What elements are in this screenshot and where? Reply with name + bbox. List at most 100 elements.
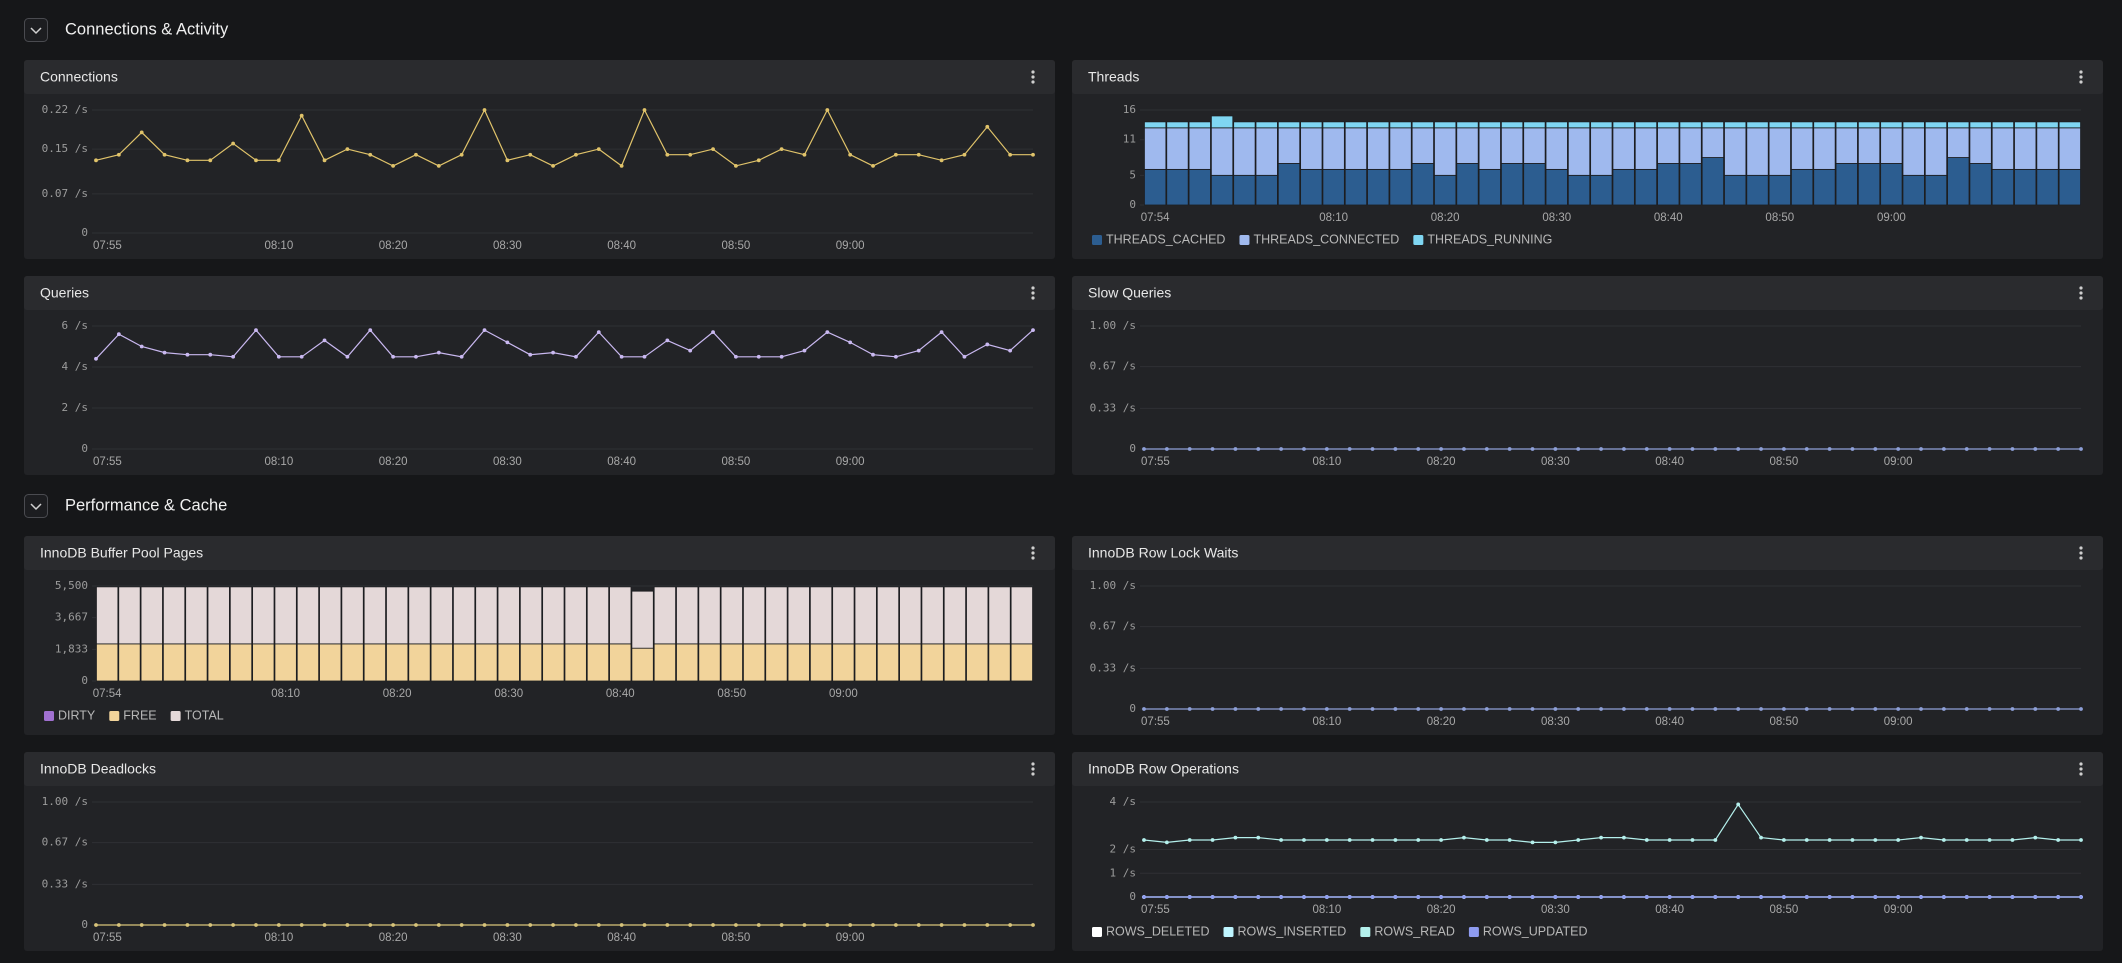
x-tick-label: 08:50 — [1770, 716, 1799, 728]
bar-segment — [720, 643, 743, 682]
bar-segment — [1367, 127, 1390, 170]
data-point — [756, 354, 761, 359]
bar-segment — [1813, 127, 1836, 170]
data-point — [985, 923, 990, 927]
data-point — [185, 158, 190, 163]
legend-label[interactable]: THREADS_CACHED — [1106, 232, 1225, 246]
bar-segment — [1411, 121, 1434, 129]
data-point — [1370, 707, 1375, 711]
legend-label[interactable]: ROWS_UPDATED — [1483, 924, 1588, 938]
panel-menu[interactable] — [1031, 546, 1035, 560]
panel-menu[interactable] — [1031, 762, 1035, 776]
bar-segment — [252, 643, 275, 682]
y-tick-label: 11 — [1123, 133, 1136, 146]
legend-swatch — [1413, 235, 1424, 245]
data-point — [231, 354, 236, 359]
data-point — [276, 158, 281, 163]
x-tick-label: 09:00 — [829, 688, 858, 700]
data-point — [825, 923, 830, 927]
legend-swatch — [109, 711, 120, 721]
data-point — [1142, 895, 1146, 899]
bar-segment — [1991, 127, 2015, 170]
data-point — [2033, 895, 2038, 899]
bar-segment — [1991, 121, 2015, 129]
bar-segment — [296, 586, 320, 645]
x-tick-label: 08:50 — [1765, 212, 1794, 224]
data-point — [711, 330, 715, 335]
collapse-button[interactable] — [24, 18, 48, 42]
data-point — [1233, 707, 1238, 711]
data-point — [1142, 838, 1146, 842]
bar-segment — [1634, 127, 1658, 170]
menu-dot — [2079, 75, 2083, 79]
data-point — [1964, 838, 1969, 842]
data-point — [596, 923, 601, 927]
legend-label[interactable]: ROWS_DELETED — [1106, 924, 1210, 938]
menu-dot — [1031, 296, 1035, 300]
panel-menu[interactable] — [1031, 286, 1035, 300]
panel-title: InnoDB Buffer Pool Pages — [40, 545, 203, 561]
menu-dot — [2079, 546, 2083, 550]
bar-segment — [720, 586, 743, 645]
bar-segment — [363, 643, 386, 682]
bar-segment — [1144, 127, 1167, 170]
data-point — [482, 108, 487, 112]
legend-label[interactable]: TOTAL — [185, 708, 224, 722]
bar-segment — [1300, 127, 1323, 170]
panel-menu[interactable] — [2079, 546, 2083, 560]
data-point — [1187, 895, 1192, 899]
x-tick-label: 09:00 — [1884, 456, 1913, 468]
data-point — [893, 354, 898, 359]
x-tick-label: 08:20 — [1431, 212, 1460, 224]
data-point — [528, 923, 533, 927]
bar-segment — [1567, 127, 1591, 176]
y-tick-label: 0.33 /s — [42, 877, 88, 890]
data-point — [391, 164, 395, 168]
data-point — [1713, 447, 1718, 451]
panel-menu[interactable] — [2079, 286, 2083, 300]
data-point — [185, 352, 190, 357]
legend-label[interactable]: FREE — [123, 708, 156, 722]
data-point — [1850, 838, 1855, 842]
data-point — [1210, 838, 1215, 842]
data-point — [1896, 895, 1901, 899]
data-point — [1599, 835, 1603, 840]
bar-segment — [1500, 121, 1524, 129]
data-point — [1622, 447, 1626, 451]
data-point — [1599, 707, 1603, 711]
data-point — [688, 152, 693, 157]
data-point — [1576, 707, 1581, 711]
panel-menu[interactable] — [1031, 70, 1035, 84]
data-point — [2056, 895, 2061, 899]
x-tick-label: 07:55 — [93, 240, 122, 252]
x-tick-label: 08:50 — [717, 688, 746, 700]
legend-label[interactable]: ROWS_INSERTED — [1238, 924, 1347, 938]
bar-segment — [1657, 121, 1680, 129]
data-point — [1873, 707, 1878, 711]
bar-segment — [1523, 163, 1546, 206]
data-point — [94, 923, 98, 927]
data-point — [1439, 707, 1443, 711]
panel-header — [24, 60, 1055, 94]
legend-label[interactable]: DIRTY — [58, 708, 96, 722]
data-point — [459, 923, 464, 927]
panel-menu[interactable] — [2079, 70, 2083, 84]
y-tick-label: 1.00 /s — [1090, 579, 1136, 592]
data-point — [208, 923, 213, 927]
bar-segment — [653, 586, 677, 645]
legend-label[interactable]: THREADS_RUNNING — [1427, 232, 1552, 246]
x-tick-label: 08:30 — [1541, 904, 1570, 916]
panel-menu[interactable] — [2079, 762, 2083, 776]
data-point — [139, 923, 144, 927]
legend-label[interactable]: THREADS_CONNECTED — [1253, 232, 1399, 246]
data-point — [94, 158, 98, 163]
data-point — [1941, 895, 1946, 899]
data-point — [1553, 447, 1558, 451]
bar-segment — [2058, 121, 2081, 129]
data-point — [1210, 895, 1215, 899]
legend-label[interactable]: ROWS_READ — [1374, 924, 1455, 938]
collapse-button[interactable] — [24, 494, 48, 518]
data-point — [482, 328, 487, 332]
data-point — [2079, 838, 2083, 842]
